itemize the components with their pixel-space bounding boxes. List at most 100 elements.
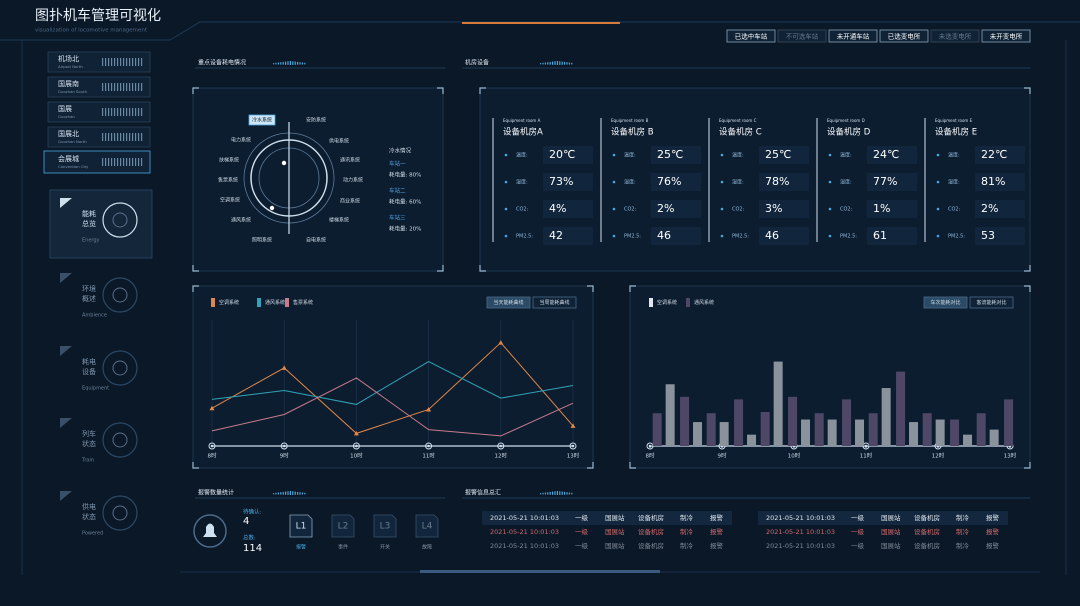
level-label[interactable]: 报警 — [296, 544, 306, 551]
legend-label: 空调系统 — [219, 299, 239, 306]
nav-en[interactable]: Equipment — [82, 386, 109, 392]
nav-label[interactable]: 环境 — [82, 284, 96, 293]
station-name[interactable]: 机场北 — [58, 54, 79, 63]
signal-bar — [111, 158, 113, 166]
nav-label[interactable]: 供电 — [82, 502, 96, 511]
signal-bar — [126, 133, 128, 141]
signal-bar — [138, 58, 140, 66]
nav-icon-ring[interactable] — [102, 350, 138, 386]
bullet — [828, 207, 832, 211]
station-item[interactable] — [47, 126, 151, 148]
level-label[interactable]: 开关 — [380, 544, 390, 551]
wave — [552, 61, 554, 65]
x-tick-label: 8时 — [646, 452, 655, 460]
bullet — [504, 234, 508, 238]
nav-label[interactable]: 状态 — [82, 439, 96, 448]
level-code[interactable]: L4 — [422, 522, 433, 532]
nav-icon-ring[interactable] — [102, 495, 138, 531]
nav-label[interactable]: 概述 — [82, 294, 96, 303]
nav-label[interactable]: 设备 — [82, 367, 96, 376]
level-box[interactable] — [289, 514, 313, 538]
signal-bar — [105, 108, 107, 116]
log-cell: 2021-05-21 10:01:03 — [766, 528, 835, 536]
nav-en[interactable]: Powered — [82, 531, 103, 537]
station-en[interactable]: Guozhan — [58, 114, 75, 119]
signal-bar — [111, 83, 113, 91]
level-code[interactable]: L1 — [296, 522, 307, 532]
metric-label: PM2.5: — [948, 234, 965, 240]
station-item[interactable] — [47, 51, 151, 73]
legend-swatch — [257, 298, 261, 307]
axis-dot — [352, 442, 360, 450]
level-code[interactable]: L3 — [380, 522, 391, 532]
signal-bar — [141, 158, 143, 166]
legend-label: 通风系统 — [694, 299, 714, 306]
station-item[interactable] — [43, 150, 151, 174]
log-cell: 制冷 — [680, 513, 694, 522]
nav-en[interactable]: Ambience — [82, 313, 107, 319]
station-en[interactable]: Airport North — [58, 64, 83, 69]
log-cell: 一级 — [575, 527, 589, 536]
system-label: 电力系统 — [231, 137, 251, 144]
station-item[interactable] — [47, 76, 151, 98]
level-label[interactable]: 故障 — [422, 544, 432, 551]
log-cell: 设备机房 — [638, 527, 664, 536]
nav-label[interactable]: 状态 — [82, 512, 96, 521]
filter-button[interactable] — [828, 29, 878, 43]
nav-label[interactable]: 总览 — [82, 219, 96, 228]
wave — [273, 63, 275, 65]
level-code[interactable]: L2 — [338, 522, 349, 532]
filter-button[interactable] — [930, 29, 980, 43]
chart-button-label[interactable]: 当周能耗曲线 — [539, 299, 569, 306]
metric-label: CO2: — [840, 207, 853, 213]
nav-icon-ring[interactable] — [102, 202, 138, 238]
chart-button[interactable] — [486, 296, 531, 309]
station-name[interactable]: 国展北 — [58, 130, 79, 138]
nav-label[interactable]: 列车 — [82, 429, 96, 438]
filter-label[interactable]: 未选变电所 — [939, 32, 972, 41]
station-item[interactable] — [47, 101, 151, 123]
filter-button[interactable] — [981, 29, 1031, 43]
level-box[interactable] — [331, 514, 355, 538]
chart-button[interactable] — [969, 296, 1014, 309]
wave — [559, 491, 561, 495]
filter-button[interactable] — [879, 29, 929, 43]
nav-en[interactable]: Train — [81, 458, 94, 464]
nav-icon-ring[interactable] — [102, 277, 138, 313]
signal-bar — [135, 133, 137, 141]
metric-label: PM2.5: — [516, 234, 533, 240]
level-box[interactable] — [373, 514, 397, 538]
chart-button[interactable] — [923, 296, 968, 309]
filter-button[interactable] — [726, 29, 776, 43]
series-line — [211, 341, 574, 434]
signal-bar — [138, 133, 140, 141]
chart-button-label[interactable]: 车次能耗对比 — [930, 299, 960, 306]
station-en[interactable]: Guozhan South — [58, 89, 88, 94]
level-box[interactable] — [415, 514, 439, 538]
station-name[interactable]: 会展城 — [58, 154, 79, 163]
station-en[interactable]: Guozhan North — [58, 139, 87, 144]
wave — [304, 492, 306, 495]
nav-label[interactable]: 耗电 — [82, 357, 96, 366]
filter-label[interactable]: 已选中车站 — [735, 32, 768, 41]
chart-button[interactable] — [532, 296, 577, 309]
filter-button[interactable] — [777, 29, 827, 43]
nav-icon-ring[interactable] — [102, 422, 138, 458]
filter-label[interactable]: 未开变电所 — [990, 32, 1023, 41]
nav-label[interactable]: 能耗 — [82, 209, 96, 218]
station-name[interactable]: 国展 — [58, 105, 72, 113]
footer-accent — [420, 570, 660, 573]
filter-label[interactable]: 已选变电所 — [888, 32, 921, 41]
station-label: 车站二 — [389, 187, 406, 195]
nav-icon — [112, 505, 128, 521]
filter-label[interactable]: 不可选车站 — [786, 32, 819, 41]
log-cell: 国展站 — [881, 527, 901, 536]
chart-button-label[interactable]: 客流能耗对比 — [976, 299, 1006, 306]
filter-label[interactable]: 未开通车站 — [837, 32, 870, 41]
station-en[interactable]: Convention City — [58, 164, 89, 169]
corner — [587, 285, 594, 292]
nav-en[interactable]: Energy — [82, 238, 100, 244]
chart-button-label[interactable]: 当天能耗曲线 — [493, 299, 523, 306]
station-name[interactable]: 国展南 — [58, 79, 79, 88]
level-label[interactable]: 事件 — [338, 544, 348, 551]
